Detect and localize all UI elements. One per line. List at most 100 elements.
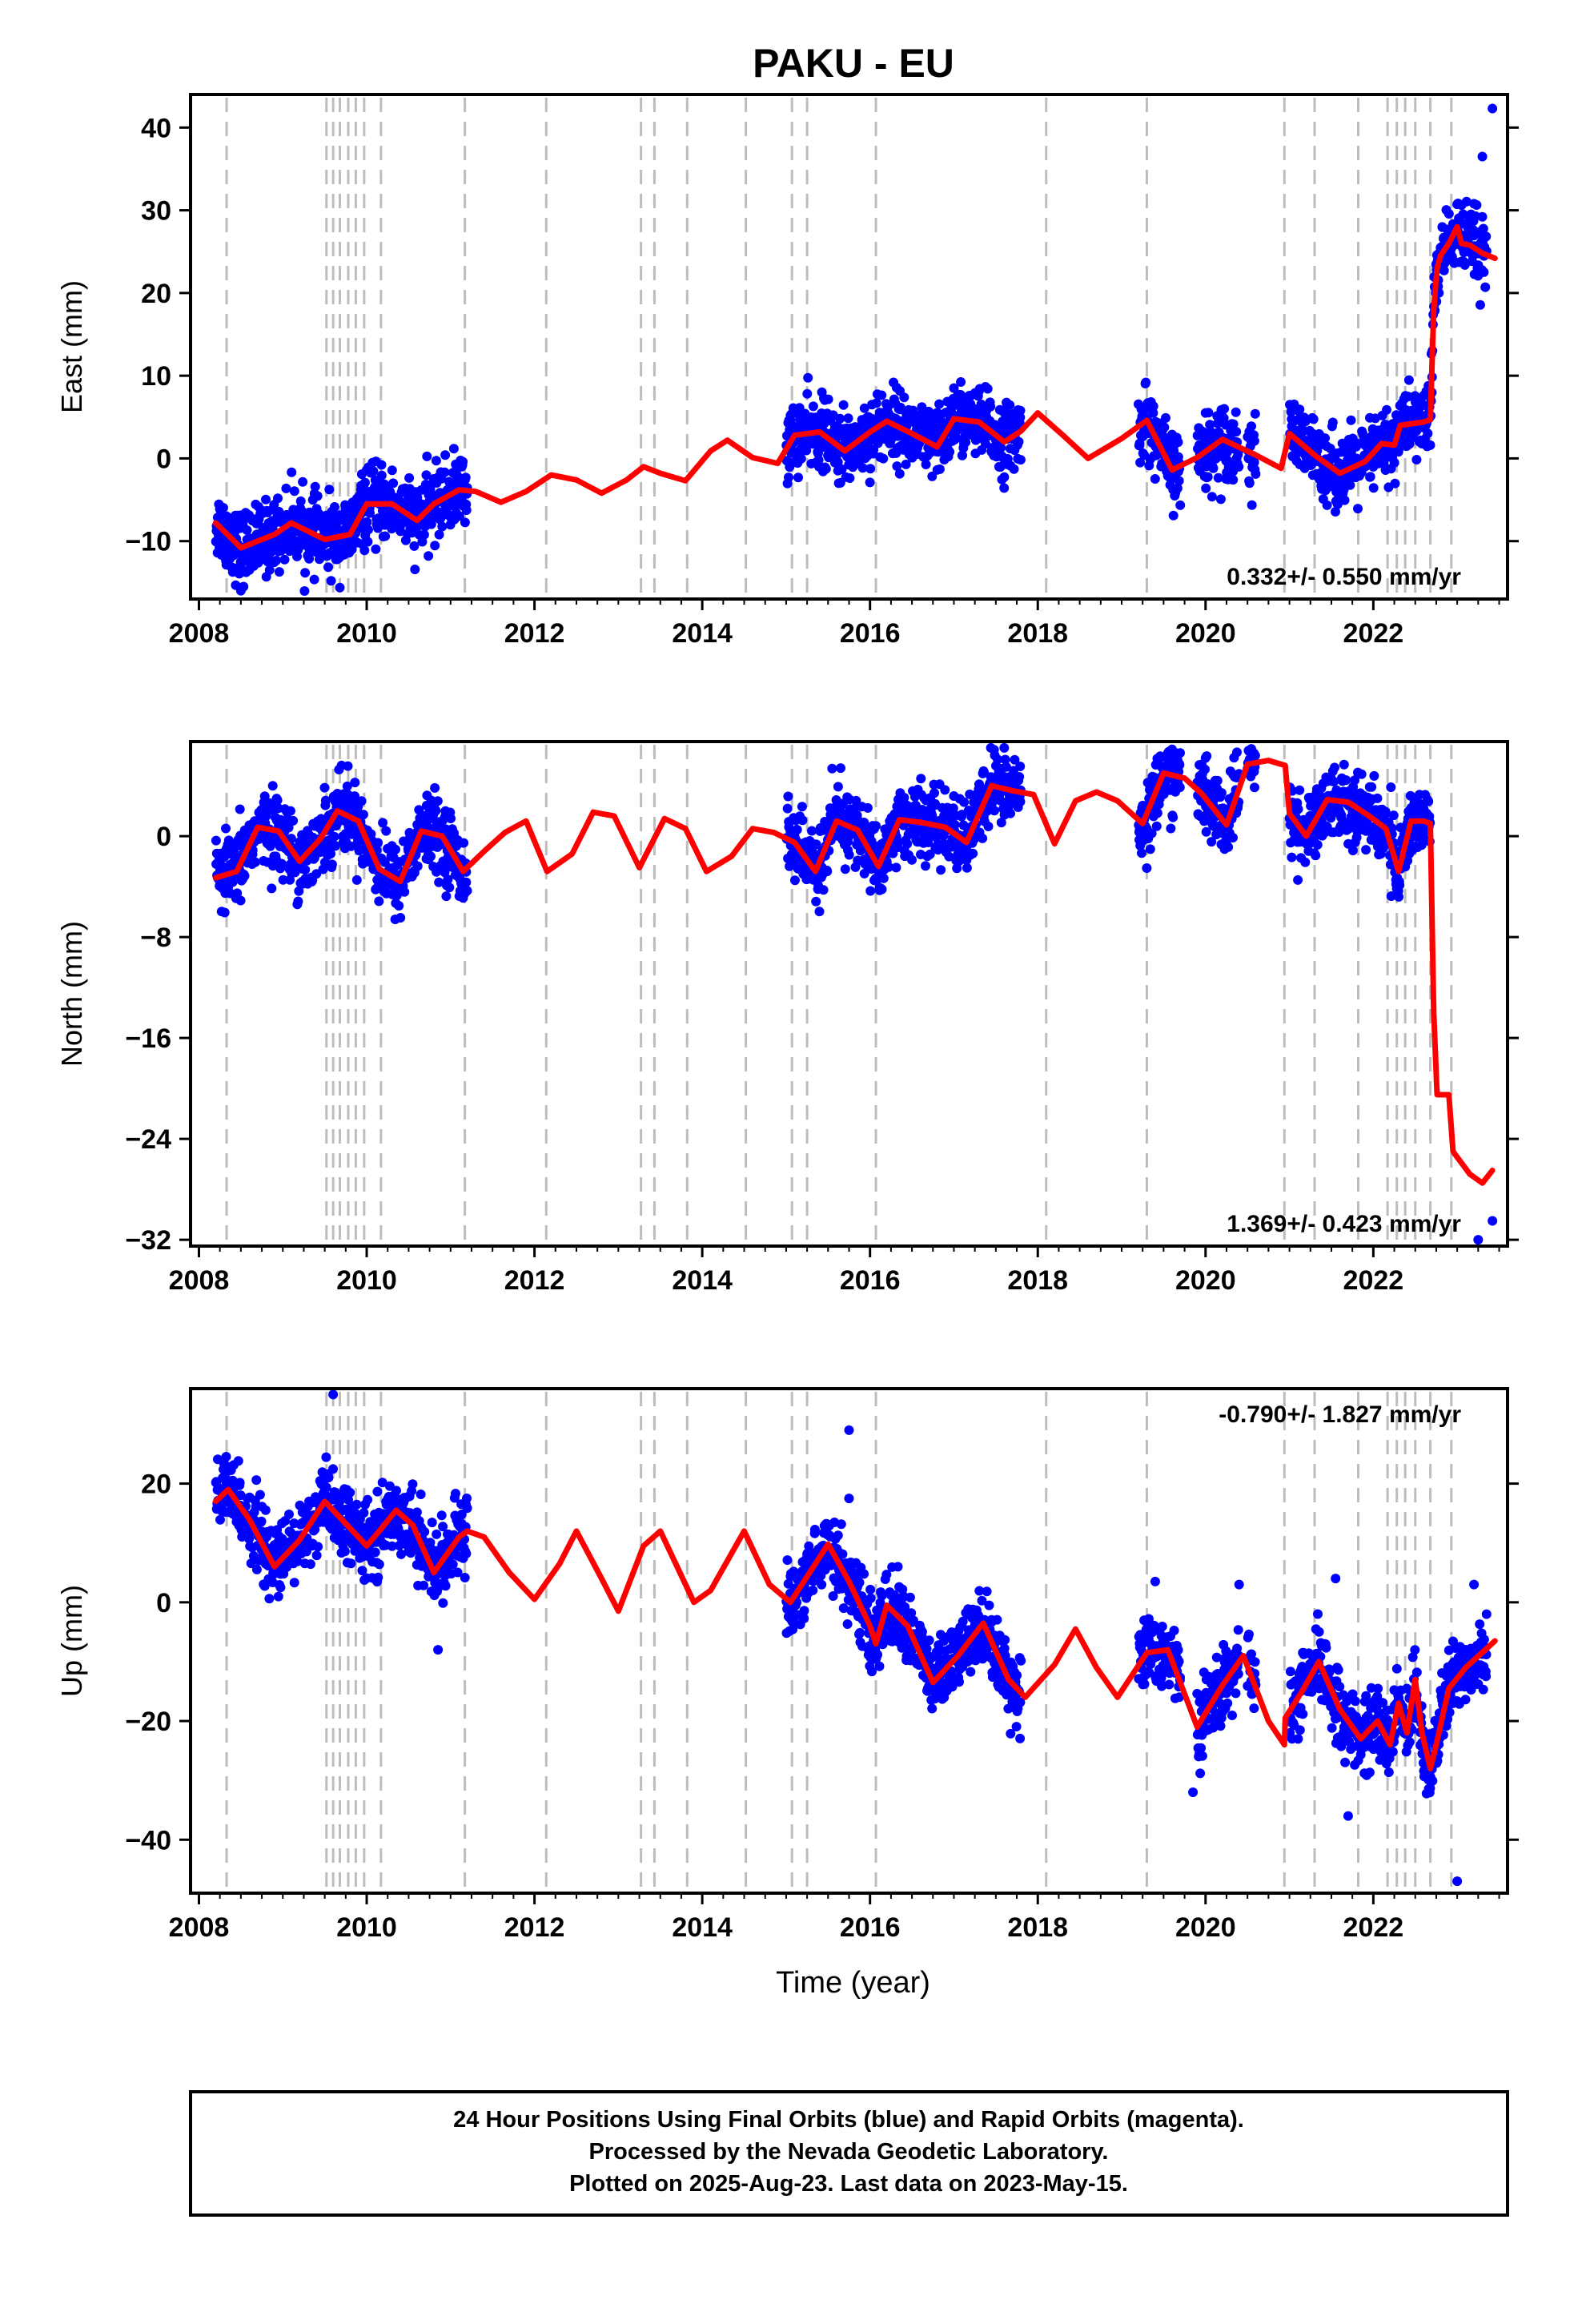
data-point [381, 826, 391, 836]
y-tick-label: 20 [141, 279, 171, 309]
data-point [878, 873, 889, 883]
data-point [1330, 762, 1339, 773]
data-point [1247, 500, 1257, 510]
x-tick-label: 2018 [1007, 618, 1068, 649]
data-point [300, 568, 311, 578]
data-point [1390, 478, 1400, 489]
data-point [1311, 850, 1321, 861]
data-point [288, 815, 299, 826]
data-point [323, 1473, 334, 1483]
data-point [351, 875, 362, 885]
data-point [917, 402, 927, 412]
data-point [391, 1486, 401, 1496]
data-point [293, 896, 303, 907]
data-point [371, 544, 381, 554]
data-point [256, 1516, 267, 1526]
data-point [1293, 875, 1303, 885]
data-point [790, 875, 800, 886]
data-point [235, 1478, 245, 1488]
data-point [221, 1452, 231, 1462]
data-point [300, 865, 311, 875]
data-point [363, 1494, 373, 1505]
data-point [460, 472, 471, 483]
data-point [430, 782, 440, 793]
data-point [380, 531, 391, 541]
data-point [1339, 759, 1349, 770]
outlier-point [1473, 1235, 1484, 1245]
x-tick-label: 2014 [672, 618, 733, 649]
data-point [1152, 808, 1162, 818]
data-point [350, 778, 360, 788]
data-point [1228, 833, 1238, 842]
data-point [962, 862, 972, 873]
data-point [388, 478, 399, 489]
data-point [833, 782, 843, 792]
y-tick-label: 0 [156, 822, 171, 852]
data-point [427, 1518, 437, 1528]
data-point [921, 861, 930, 871]
data-point [1250, 408, 1260, 419]
data-point [378, 818, 388, 828]
data-point [796, 453, 806, 464]
data-point [1205, 420, 1215, 430]
data-point [461, 505, 472, 515]
data-point [835, 413, 845, 424]
data-point [309, 574, 319, 585]
data-point [1386, 782, 1396, 792]
data-point [1480, 282, 1491, 292]
data-point [1212, 775, 1223, 786]
x-tick-label: 2010 [336, 1265, 397, 1296]
data-point [304, 553, 315, 564]
data-point [335, 582, 345, 593]
data-point [1175, 500, 1186, 510]
data-point [436, 1510, 447, 1521]
data-point [267, 781, 278, 791]
outlier-point [1200, 753, 1211, 763]
data-point [438, 1598, 448, 1608]
x-tick-label: 2018 [1007, 1265, 1068, 1296]
x-tick-label: 2012 [504, 618, 565, 649]
data-point [323, 562, 333, 573]
data-point [305, 1559, 315, 1570]
data-point [1174, 476, 1184, 486]
data-point [273, 1591, 283, 1602]
data-point [250, 857, 260, 867]
data-point [221, 823, 231, 834]
data-point [857, 463, 868, 473]
data-point [1159, 422, 1170, 432]
data-point [233, 1456, 243, 1466]
data-point [811, 896, 821, 907]
data-point [391, 844, 400, 854]
data-point [1168, 510, 1178, 521]
data-point [865, 464, 876, 474]
data-point [907, 854, 917, 865]
data-point [289, 1578, 299, 1588]
x-tick-label: 2014 [672, 1265, 733, 1296]
outlier-point [999, 742, 1010, 753]
data-point [295, 496, 306, 506]
data-point [459, 838, 469, 848]
data-point [892, 461, 902, 472]
data-point [807, 826, 817, 836]
data-point [461, 877, 472, 887]
data-point [1300, 857, 1311, 867]
y-tick-label: 10 [141, 361, 171, 392]
data-point [363, 525, 373, 535]
data-point [1148, 401, 1158, 412]
data-point [902, 838, 913, 849]
data-point [877, 390, 887, 400]
data-point [1009, 464, 1019, 474]
data-point [324, 485, 335, 495]
data-point [783, 791, 793, 802]
data-point [1151, 821, 1162, 831]
data-point [434, 529, 444, 540]
data-point [1174, 782, 1185, 793]
data-point [412, 1507, 422, 1518]
data-point [821, 464, 831, 474]
data-point [408, 1479, 418, 1490]
data-point [1322, 500, 1332, 510]
data-point [235, 895, 246, 906]
data-point [362, 517, 372, 527]
outlier-point [1200, 408, 1211, 418]
data-point [827, 763, 837, 774]
